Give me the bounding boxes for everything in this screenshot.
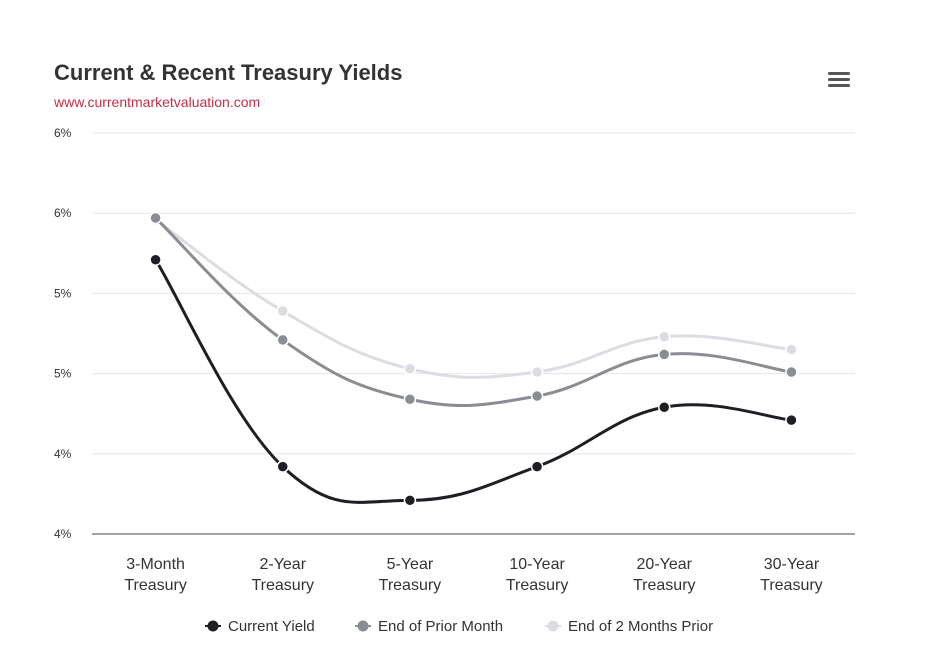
data-point — [403, 494, 417, 507]
y-tick-label: 6% — [54, 126, 72, 140]
data-point — [785, 413, 798, 427]
x-tick-label: Treasury — [379, 577, 442, 594]
series-line — [154, 258, 792, 504]
legend-marker-icon — [357, 620, 369, 632]
legend-marker-icon — [207, 620, 219, 632]
data-point — [530, 460, 544, 473]
x-tick-label: 3-Month — [126, 556, 185, 573]
y-tick-label: 6% — [54, 206, 72, 220]
y-tick-label: 5% — [54, 286, 72, 300]
legend-label: End of Prior Month — [378, 618, 503, 635]
chart-title: Current & Recent Treasury Yields — [54, 60, 403, 85]
data-point — [276, 333, 289, 347]
data-point — [658, 330, 671, 343]
data-point — [785, 365, 798, 379]
x-tick-label: Treasury — [124, 577, 187, 594]
data-point — [658, 348, 671, 361]
legend-marker-icon — [547, 620, 559, 632]
legend-label: End of 2 Months Prior — [568, 618, 713, 635]
data-point — [530, 389, 544, 403]
data-point — [149, 211, 162, 225]
x-tick-label: 30-Year — [764, 556, 820, 573]
x-tick-label: 5-Year — [387, 556, 434, 573]
x-tick-label: Treasury — [506, 577, 569, 594]
y-tick-label: 4% — [54, 447, 72, 461]
chart-subtitle-link[interactable]: www.currentmarketvaluation.com — [54, 94, 261, 110]
data-point — [530, 365, 544, 379]
series-line — [154, 218, 792, 379]
x-tick-label: Treasury — [760, 577, 823, 594]
y-tick-label: 4% — [54, 527, 72, 541]
data-point — [276, 460, 289, 473]
data-point — [785, 343, 798, 356]
data-point — [658, 401, 671, 414]
x-tick-label: Treasury — [633, 577, 696, 594]
x-tick-label: 20-Year — [637, 556, 693, 573]
x-tick-label: 10-Year — [509, 556, 565, 573]
legend-label: Current Yield — [228, 618, 315, 635]
data-point — [403, 393, 417, 406]
data-point — [403, 362, 417, 376]
series-line — [154, 216, 792, 408]
data-point — [276, 304, 289, 318]
hamburger-menu-icon[interactable] — [828, 72, 850, 90]
x-tick-label: Treasury — [251, 577, 314, 594]
y-tick-label: 5% — [54, 367, 72, 381]
data-point — [149, 253, 162, 266]
x-tick-label: 2-Year — [259, 556, 306, 573]
